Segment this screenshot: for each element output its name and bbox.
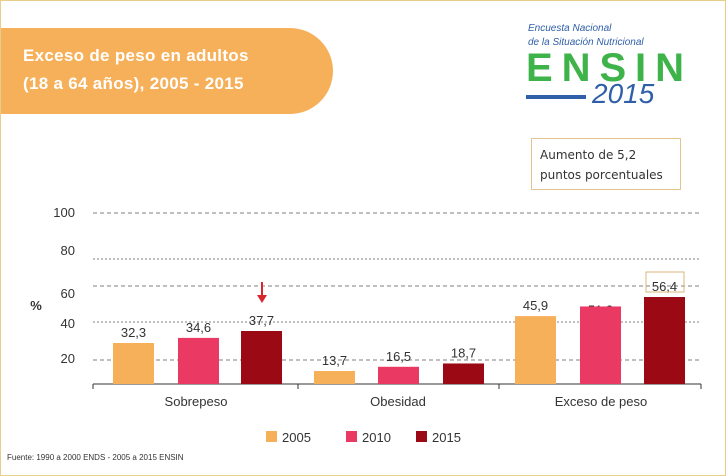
data-label: 37,7 [249, 313, 274, 328]
svg-text:Encuesta Nacional: Encuesta Nacional [528, 23, 612, 34]
y-tick-label: 100 [53, 205, 75, 220]
category-label: Obesidad [370, 394, 426, 409]
category-label: Sobrepeso [165, 394, 228, 409]
y-tick-label: 80 [61, 243, 75, 258]
bar-2010 [378, 366, 419, 384]
bar-2015 [443, 363, 484, 384]
annotation-line-1: Aumento de 5,2 [540, 148, 637, 162]
svg-text:de la Situación Nutricional: de la Situación Nutricional [528, 37, 644, 48]
legend-swatch [346, 431, 357, 442]
category-label: Exceso de peso [555, 394, 648, 409]
legend-label: 2015 [432, 430, 461, 445]
bar-2015 [241, 331, 282, 384]
title-line-1: Exceso de peso en adultos [23, 46, 249, 65]
data-label: 56,4 [652, 279, 677, 294]
y-tick-label: 40 [61, 316, 75, 331]
legend-swatch [416, 431, 427, 442]
bar-2010 [580, 306, 621, 384]
legend-label: 2010 [362, 430, 391, 445]
data-label: 18,7 [451, 345, 476, 360]
legend-label: 2005 [282, 430, 311, 445]
bar-2005 [113, 343, 154, 384]
arrow-head-icon [257, 295, 267, 303]
data-label: 34,6 [186, 320, 211, 335]
highlight-box [645, 271, 685, 293]
annotation-box: Aumento de 5,2 puntos porcentuales [531, 138, 681, 190]
source-note: Fuente: 1990 a 2000 ENDS - 2005 a 2015 E… [7, 453, 184, 462]
title-banner: Exceso de peso en adultos (18 a 64 años)… [1, 28, 333, 114]
bar-2005 [314, 371, 355, 384]
y-tick-label: 60 [61, 286, 75, 301]
title-line-2: (18 a 64 años), 2005 - 2015 [23, 74, 244, 93]
svg-text:ENSIN: ENSIN [526, 46, 684, 90]
y-axis-label: % [30, 298, 42, 313]
data-label: 45,9 [523, 298, 548, 313]
legend-swatch [266, 431, 277, 442]
bar-2005 [515, 316, 556, 384]
data-label: 32,3 [121, 325, 146, 340]
bar-2010 [178, 337, 219, 384]
ensin-logo: Encuesta Nacional de la Situación Nutric… [526, 23, 684, 109]
svg-text:2015: 2015 [591, 78, 655, 109]
data-label: 13,7 [322, 353, 347, 368]
annotation-line-2: puntos porcentuales [540, 168, 663, 182]
bar-2015 [644, 297, 685, 384]
data-label: 16,5 [386, 349, 411, 364]
y-tick-label: 20 [61, 351, 75, 366]
